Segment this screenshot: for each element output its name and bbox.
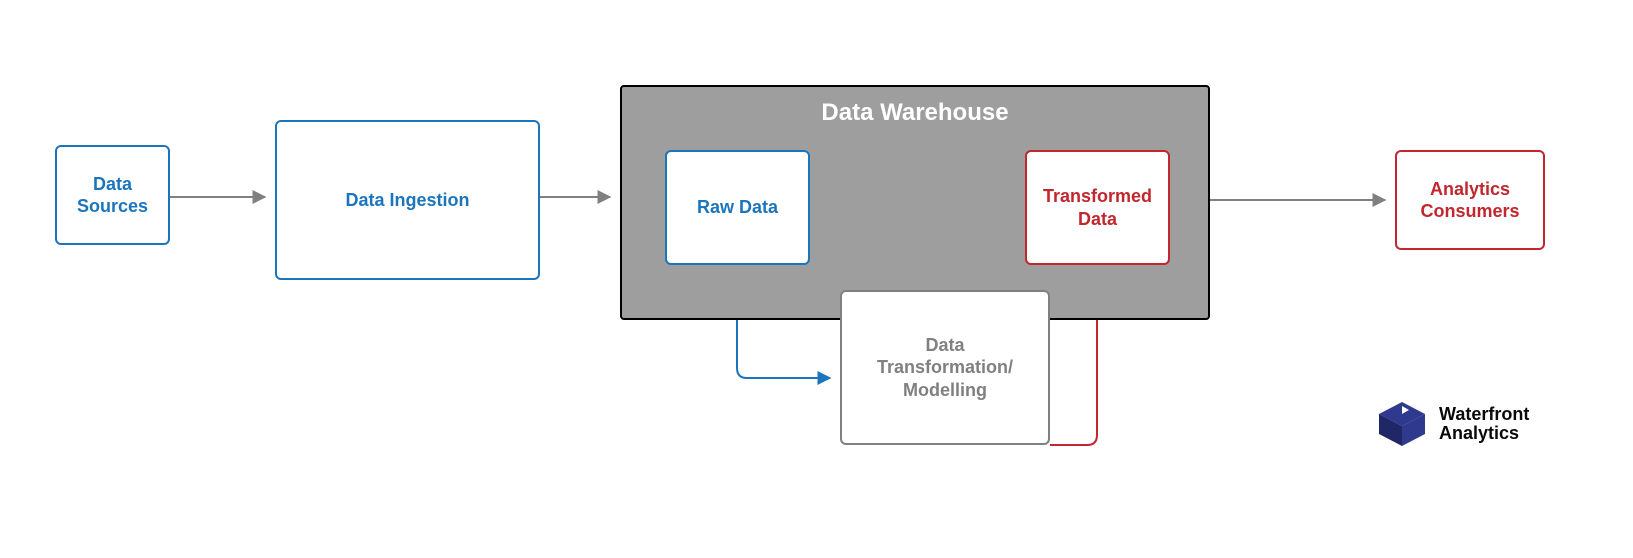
node-analytics-consumers-label: AnalyticsConsumers — [1420, 178, 1519, 223]
logo-cube-icon — [1375, 400, 1429, 448]
node-data-ingestion: Data Ingestion — [275, 120, 540, 280]
node-raw-data: Raw Data — [665, 150, 810, 265]
node-transformed-data-label: TransformedData — [1043, 185, 1152, 230]
node-data-transformation-label: DataTransformation/Modelling — [877, 334, 1013, 402]
logo-text-line2: Analytics — [1439, 424, 1529, 443]
node-raw-data-label: Raw Data — [697, 196, 778, 219]
node-transformed-data: TransformedData — [1025, 150, 1170, 265]
data-warehouse-title: Data Warehouse — [622, 99, 1208, 127]
node-data-ingestion-label: Data Ingestion — [345, 189, 469, 212]
logo-text: Waterfront Analytics — [1439, 405, 1529, 443]
node-analytics-consumers: AnalyticsConsumers — [1395, 150, 1545, 250]
node-data-sources: DataSources — [55, 145, 170, 245]
node-data-transformation: DataTransformation/Modelling — [840, 290, 1050, 445]
node-data-sources-label: DataSources — [77, 173, 148, 218]
waterfront-analytics-logo: Waterfront Analytics — [1375, 400, 1529, 448]
logo-text-line1: Waterfront — [1439, 405, 1529, 424]
